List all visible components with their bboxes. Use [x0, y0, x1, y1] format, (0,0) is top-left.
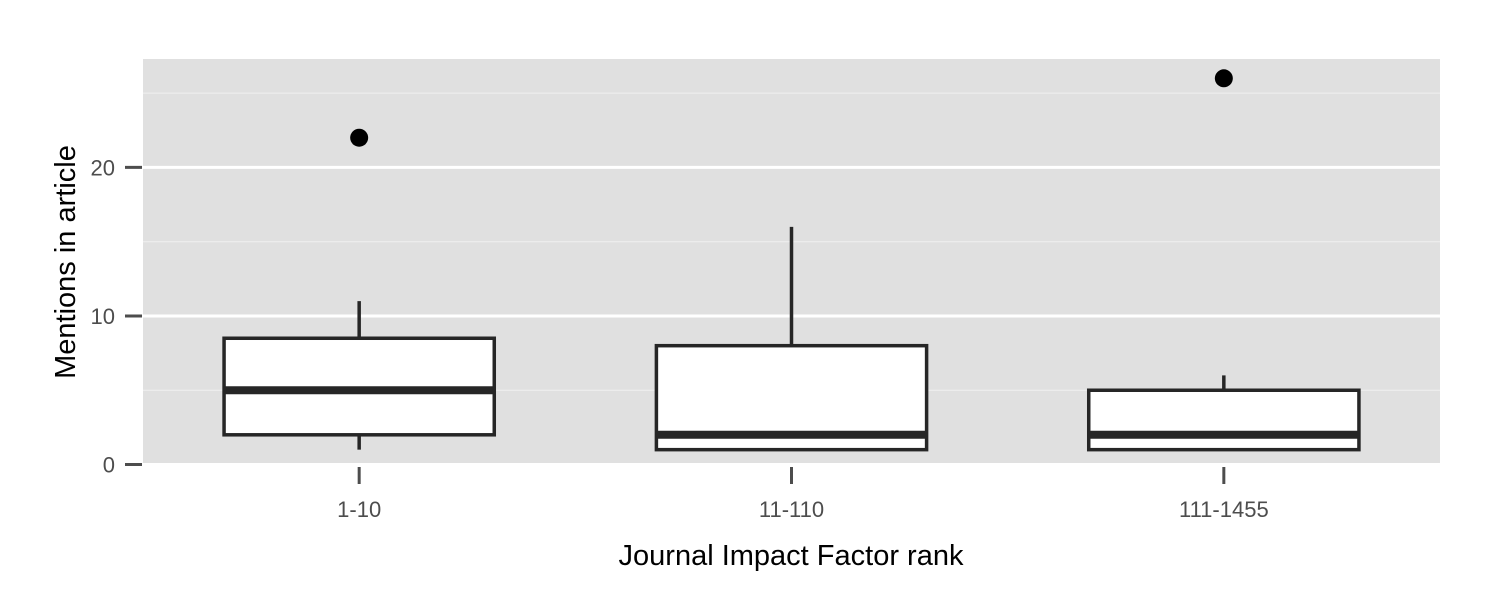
x-tick-label: 1-10 — [337, 497, 381, 522]
y-tick-label: 0 — [103, 453, 115, 478]
boxes — [222, 69, 1361, 452]
x-tick-label: 111-1455 — [1179, 497, 1269, 522]
outlier-point — [350, 128, 369, 147]
x-tick-label: 11-110 — [759, 497, 824, 522]
box-group-11-110 — [654, 226, 929, 452]
y-tick-label: 10 — [91, 304, 115, 329]
outlier-point — [1214, 69, 1233, 88]
box-iqr — [1086, 388, 1361, 452]
x-axis-title: Journal Impact Factor rank — [619, 540, 964, 572]
y-axis-title: Mentions in article — [50, 145, 82, 379]
box-group-1-10 — [222, 128, 497, 450]
box-group-111-1455 — [1086, 69, 1361, 452]
y-tick-label: 20 — [91, 155, 115, 180]
axes: 0 10 20 1-10 11-110 111-1455 — [91, 155, 1269, 522]
